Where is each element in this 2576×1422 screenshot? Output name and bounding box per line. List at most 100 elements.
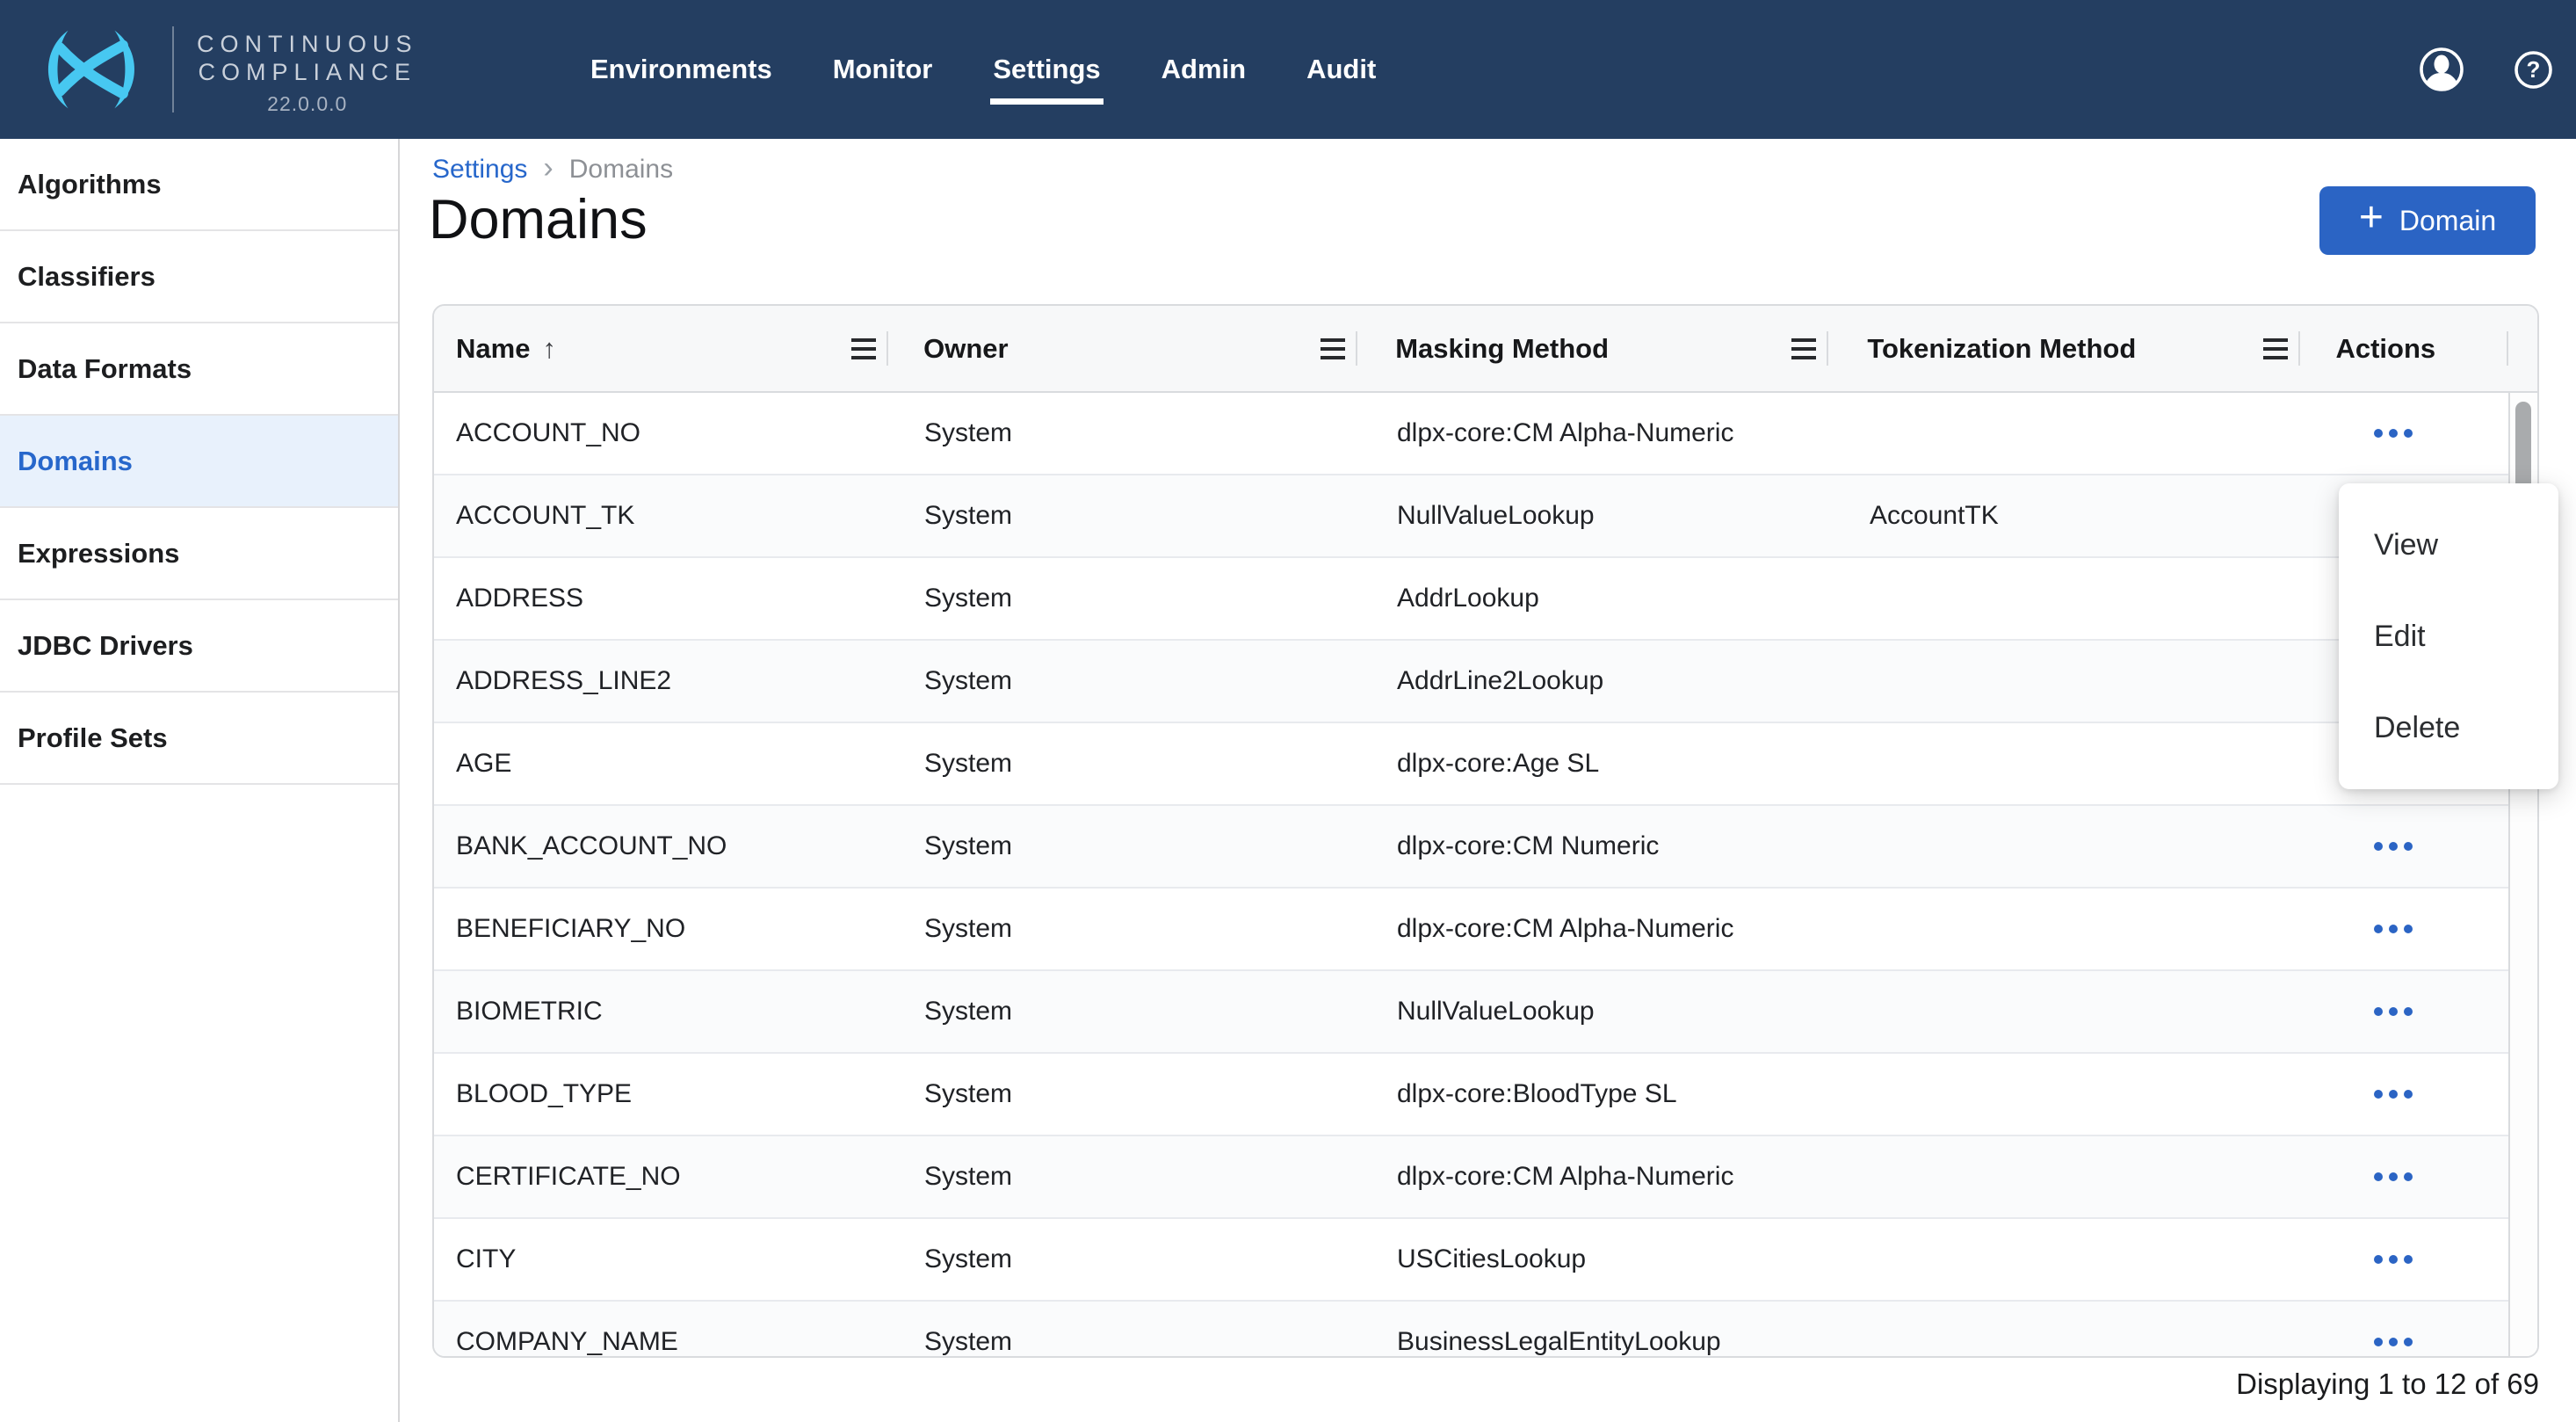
- page-title: Domains: [429, 188, 648, 251]
- cell-masking-method: dlpx-core:BloodType SL: [1359, 1054, 1831, 1135]
- cell-name: CERTIFICATE_NO: [434, 1136, 889, 1217]
- cell-masking-method: AddrLine2Lookup: [1359, 641, 1831, 722]
- column-menu-icon[interactable]: [851, 338, 876, 359]
- user-avatar-icon[interactable]: [2419, 47, 2464, 92]
- column-menu-icon[interactable]: [1321, 338, 1345, 359]
- ellipsis-dot: [2404, 842, 2413, 851]
- breadcrumb: Settings › Domains: [432, 155, 673, 185]
- ellipsis-dot: [2404, 1090, 2413, 1099]
- nav-item-audit[interactable]: Audit: [1306, 54, 1376, 85]
- cell-owner: System: [889, 393, 1359, 474]
- cell-tokenization-method: [1831, 1054, 2304, 1135]
- ellipsis-dot: [2389, 1090, 2398, 1099]
- cell-masking-method: NullValueLookup: [1359, 971, 1831, 1052]
- sidebar-item-algorithms[interactable]: Algorithms: [0, 139, 398, 231]
- cell-owner: System: [889, 475, 1359, 556]
- brand-line1: CONTINUOUS: [197, 30, 418, 58]
- add-domain-button[interactable]: + Domain: [2319, 186, 2536, 255]
- pagination-status: Displaying 1 to 12 of 69: [2236, 1368, 2539, 1401]
- sidebar-item-domains[interactable]: Domains: [0, 416, 398, 508]
- column-menu-icon[interactable]: [1791, 338, 1816, 359]
- help-icon[interactable]: ?: [2514, 50, 2553, 90]
- cell-name: BLOOD_TYPE: [434, 1054, 889, 1135]
- cell-owner: System: [889, 641, 1359, 722]
- sidebar-item-jdbc-drivers[interactable]: JDBC Drivers: [0, 600, 398, 693]
- row-actions-button[interactable]: [2369, 1332, 2418, 1352]
- cell-masking-method: dlpx-core:CM Alpha-Numeric: [1359, 1136, 1831, 1217]
- cell-tokenization-method: AccountTK: [1831, 475, 2304, 556]
- row-actions-button[interactable]: [2369, 1085, 2418, 1104]
- cell-masking-method: dlpx-core:Age SL: [1359, 723, 1831, 804]
- column-header-masking-method[interactable]: Masking Method: [1357, 306, 1828, 391]
- row-actions-button[interactable]: [2369, 1250, 2418, 1269]
- cell-name: ACCOUNT_NO: [434, 393, 889, 474]
- table-row: CERTIFICATE_NOSystemdlpx-core:CM Alpha-N…: [434, 1136, 2537, 1219]
- ellipsis-dot: [2374, 1090, 2383, 1099]
- menu-item-edit[interactable]: Edit: [2339, 608, 2558, 664]
- ellipsis-dot: [2389, 1172, 2398, 1181]
- cell-masking-method: AddrLookup: [1359, 558, 1831, 639]
- cell-masking-method: dlpx-core:CM Alpha-Numeric: [1359, 889, 1831, 969]
- cell-tokenization-method: [1831, 558, 2304, 639]
- ellipsis-dot: [2374, 925, 2383, 933]
- brand: CONTINUOUS COMPLIANCE 22.0.0.0: [33, 0, 418, 139]
- ellipsis-dot: [2389, 1007, 2398, 1016]
- row-actions-button[interactable]: [2369, 837, 2418, 856]
- table-row: BENEFICIARY_NOSystemdlpx-core:CM Alpha-N…: [434, 889, 2537, 971]
- sidebar-item-expressions[interactable]: Expressions: [0, 508, 398, 600]
- cell-masking-method: dlpx-core:CM Numeric: [1359, 806, 1831, 887]
- row-actions-button[interactable]: [2369, 424, 2418, 443]
- column-label-actions: Actions: [2335, 333, 2435, 365]
- settings-sidebar: AlgorithmsClassifiersData FormatsDomains…: [0, 139, 400, 1422]
- breadcrumb-link-settings[interactable]: Settings: [432, 155, 527, 185]
- row-actions-button[interactable]: [2369, 1002, 2418, 1021]
- cell-masking-method: dlpx-core:CM Alpha-Numeric: [1359, 393, 1831, 474]
- cell-actions: [2304, 1219, 2512, 1300]
- table-header-row: Name↑Owner Masking Method Tokenization Met…: [434, 306, 2537, 393]
- column-header-actions[interactable]: Actions: [2300, 306, 2537, 391]
- column-header-name[interactable]: Name↑: [434, 306, 888, 391]
- cell-actions: [2304, 806, 2512, 887]
- cell-owner: System: [889, 558, 1359, 639]
- cell-name: ACCOUNT_TK: [434, 475, 889, 556]
- app-root: CONTINUOUS COMPLIANCE 22.0.0.0 Environme…: [0, 0, 2576, 1422]
- sort-asc-icon: ↑: [542, 333, 556, 365]
- column-label-masking-method: Masking Method: [1395, 333, 1609, 365]
- brand-line2: COMPLIANCE: [198, 58, 416, 86]
- ellipsis-dot: [2374, 1007, 2383, 1016]
- nav-item-admin[interactable]: Admin: [1161, 54, 1246, 85]
- ellipsis-dot: [2389, 1255, 2398, 1264]
- cell-name: BENEFICIARY_NO: [434, 889, 889, 969]
- column-header-owner[interactable]: Owner: [888, 306, 1357, 391]
- menu-item-view[interactable]: View: [2339, 517, 2558, 573]
- breadcrumb-current: Domains: [569, 155, 673, 185]
- add-domain-button-label: Domain: [2399, 205, 2496, 237]
- ellipsis-dot: [2404, 1338, 2413, 1346]
- ellipsis-dot: [2374, 842, 2383, 851]
- menu-item-delete[interactable]: Delete: [2339, 700, 2558, 756]
- cell-actions: [2304, 1054, 2512, 1135]
- row-actions-button[interactable]: [2369, 919, 2418, 939]
- nav-item-monitor[interactable]: Monitor: [833, 54, 933, 85]
- sidebar-item-profile-sets[interactable]: Profile Sets: [0, 693, 398, 785]
- nav-item-environments[interactable]: Environments: [590, 54, 772, 85]
- column-menu-icon[interactable]: [2263, 338, 2288, 359]
- table-row: AGESystemdlpx-core:Age SL: [434, 723, 2537, 806]
- delphix-logo-icon: [33, 26, 149, 112]
- sidebar-item-classifiers[interactable]: Classifiers: [0, 231, 398, 323]
- column-header-tokenization-method[interactable]: Tokenization Method: [1828, 306, 2300, 391]
- cell-tokenization-method: [1831, 723, 2304, 804]
- cell-owner: System: [889, 806, 1359, 887]
- table-row: COMPANY_NAMESystemBusinessLegalEntityLoo…: [434, 1302, 2537, 1358]
- nav-item-settings[interactable]: Settings: [993, 54, 1100, 85]
- row-actions-button[interactable]: [2369, 1167, 2418, 1186]
- sidebar-item-data-formats[interactable]: Data Formats: [0, 323, 398, 416]
- top-navbar: CONTINUOUS COMPLIANCE 22.0.0.0 Environme…: [0, 0, 2576, 139]
- table-row: BANK_ACCOUNT_NOSystemdlpx-core:CM Numeri…: [434, 806, 2537, 889]
- cell-masking-method: BusinessLegalEntityLookup: [1359, 1302, 1831, 1358]
- cell-actions: [2304, 889, 2512, 969]
- main-nav: Environments Monitor Settings Admin Audit: [590, 0, 1376, 139]
- cell-tokenization-method: [1831, 393, 2304, 474]
- ellipsis-dot: [2404, 1172, 2413, 1181]
- ellipsis-dot: [2389, 429, 2398, 438]
